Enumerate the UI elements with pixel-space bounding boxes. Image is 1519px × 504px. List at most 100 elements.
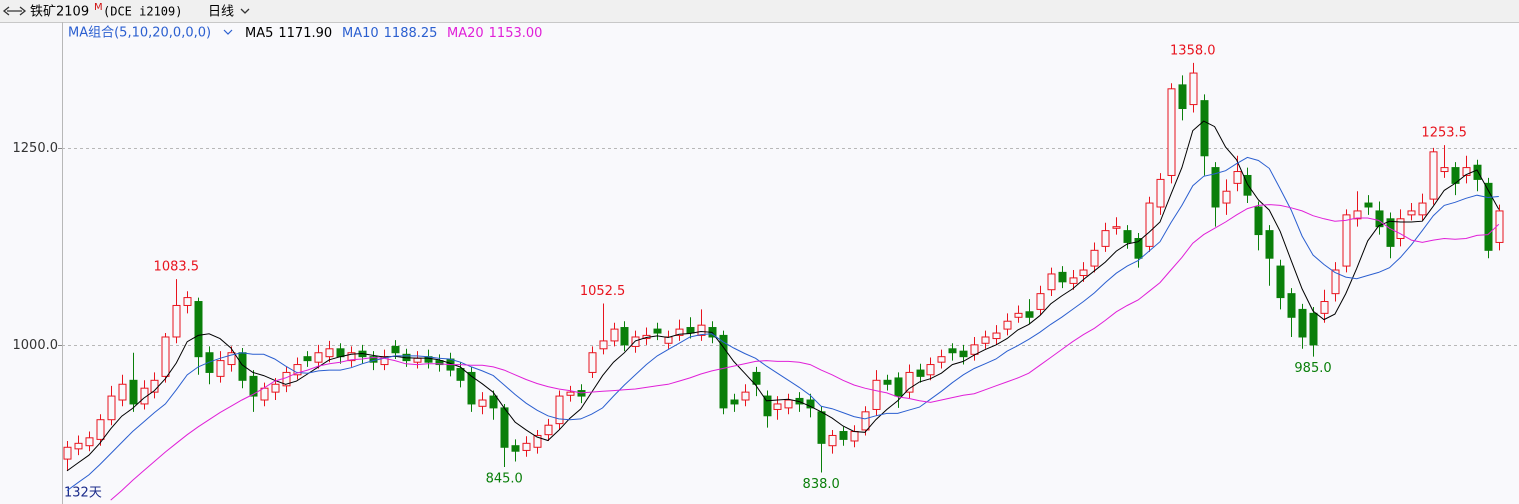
candle-body: [872, 379, 881, 410]
toolbar: [0, 0, 1519, 22]
candle-body: [107, 395, 116, 421]
instrument-code: (DCE i2109): [103, 5, 182, 19]
candle-body: [1396, 218, 1405, 240]
ma-name: MA20: [447, 26, 484, 41]
candle-body: [303, 356, 312, 362]
candle-body: [1484, 182, 1493, 251]
candle-body: [1014, 312, 1023, 318]
ma-value: 1171.90: [278, 26, 332, 41]
candle-body: [1429, 151, 1438, 200]
candle-body: [129, 379, 138, 405]
period-dropdown-icon[interactable]: [240, 8, 250, 14]
candle-body: [664, 336, 673, 344]
candle-body: [271, 383, 280, 393]
candle-body: [1375, 210, 1384, 228]
candle-body: [1276, 265, 1285, 299]
candle-body: [1386, 218, 1395, 247]
candle-body: [161, 336, 170, 377]
candle-body: [850, 431, 859, 442]
candle-body: [1058, 271, 1067, 283]
candle-body: [620, 327, 629, 346]
extreme-label: 1358.0: [1170, 43, 1216, 58]
candle-body: [1189, 72, 1198, 106]
candle-body: [216, 360, 225, 377]
ma-value: 1153.00: [489, 26, 543, 41]
indicator-dropdown-icon[interactable]: [223, 29, 233, 35]
candle-body: [1003, 320, 1012, 330]
candle-body: [489, 395, 498, 409]
candle-body: [1364, 202, 1373, 208]
candle-body: [1101, 230, 1110, 247]
candle-body: [118, 383, 127, 401]
candle-body: [883, 379, 892, 385]
candle-body: [260, 387, 269, 401]
candle-body: [817, 411, 826, 444]
extreme-label: 1052.5: [580, 284, 626, 299]
candle-body: [1407, 210, 1416, 216]
extreme-label: 1083.5: [154, 260, 200, 275]
instrument-title[interactable]: 铁矿2109: [30, 5, 89, 20]
candle-body: [588, 352, 597, 373]
ma-name: MA5: [245, 26, 273, 41]
candle-body: [96, 419, 105, 440]
candle-body: [347, 352, 356, 362]
extreme-label: 1253.5: [1421, 126, 1467, 141]
candle-body: [1418, 202, 1427, 216]
period-selector[interactable]: 日线: [208, 5, 234, 20]
indicator-selector[interactable]: MA组合(5,10,20,0,0,0): [68, 26, 211, 41]
candle-body: [413, 357, 422, 363]
candle-body: [1047, 273, 1056, 291]
span-label: 132天: [64, 486, 102, 501]
candle-body: [533, 434, 542, 448]
ma-readout: MA20 1153.00: [447, 26, 542, 41]
ma-line: [66, 156, 1499, 492]
extreme-label: 845.0: [486, 471, 523, 486]
candle-body: [1178, 84, 1187, 110]
candle-body: [1200, 100, 1209, 157]
candle-body: [773, 403, 782, 410]
candle-body: [1298, 308, 1307, 338]
ma-readout: MA5 1171.90: [245, 26, 332, 41]
candle-body: [522, 442, 531, 451]
candle-body: [970, 344, 979, 355]
main-badge: M: [94, 2, 103, 13]
ma-name: MA10: [342, 26, 379, 41]
candle-body: [959, 350, 968, 358]
candle-body: [653, 328, 662, 334]
candle-body: [926, 364, 935, 376]
candle-body: [1090, 249, 1099, 267]
candle-body: [916, 369, 925, 377]
candle-body: [1243, 174, 1252, 196]
candle-body: [1353, 210, 1362, 220]
candle-body: [566, 391, 575, 396]
switch-icon[interactable]: [2, 6, 27, 16]
candle-body: [752, 371, 761, 385]
candle-body: [741, 391, 750, 401]
candle-body: [894, 377, 903, 397]
candle-body: [937, 356, 946, 363]
candle-body: [336, 348, 345, 358]
candle-body: [1145, 202, 1154, 247]
candle-body: [719, 334, 728, 409]
candle-body: [194, 301, 203, 358]
candle-body: [293, 364, 302, 376]
candle-body: [500, 407, 509, 448]
candle-body: [697, 324, 706, 336]
candle-body: [1167, 88, 1176, 176]
candle-body: [1025, 311, 1034, 318]
candle-body: [1287, 293, 1296, 318]
candle-body: [610, 328, 619, 342]
candle-body: [1233, 171, 1242, 184]
candle-body: [1156, 178, 1165, 208]
candle-body: [1473, 164, 1482, 180]
candle-body: [1079, 269, 1088, 277]
candle-body: [1462, 167, 1471, 176]
candle-body: [806, 399, 815, 409]
candle-body: [1069, 277, 1078, 284]
candle-body: [140, 387, 149, 405]
candle-body: [511, 445, 520, 452]
ma-readout: MA10 1188.25: [342, 26, 437, 41]
candle-body: [544, 424, 553, 436]
